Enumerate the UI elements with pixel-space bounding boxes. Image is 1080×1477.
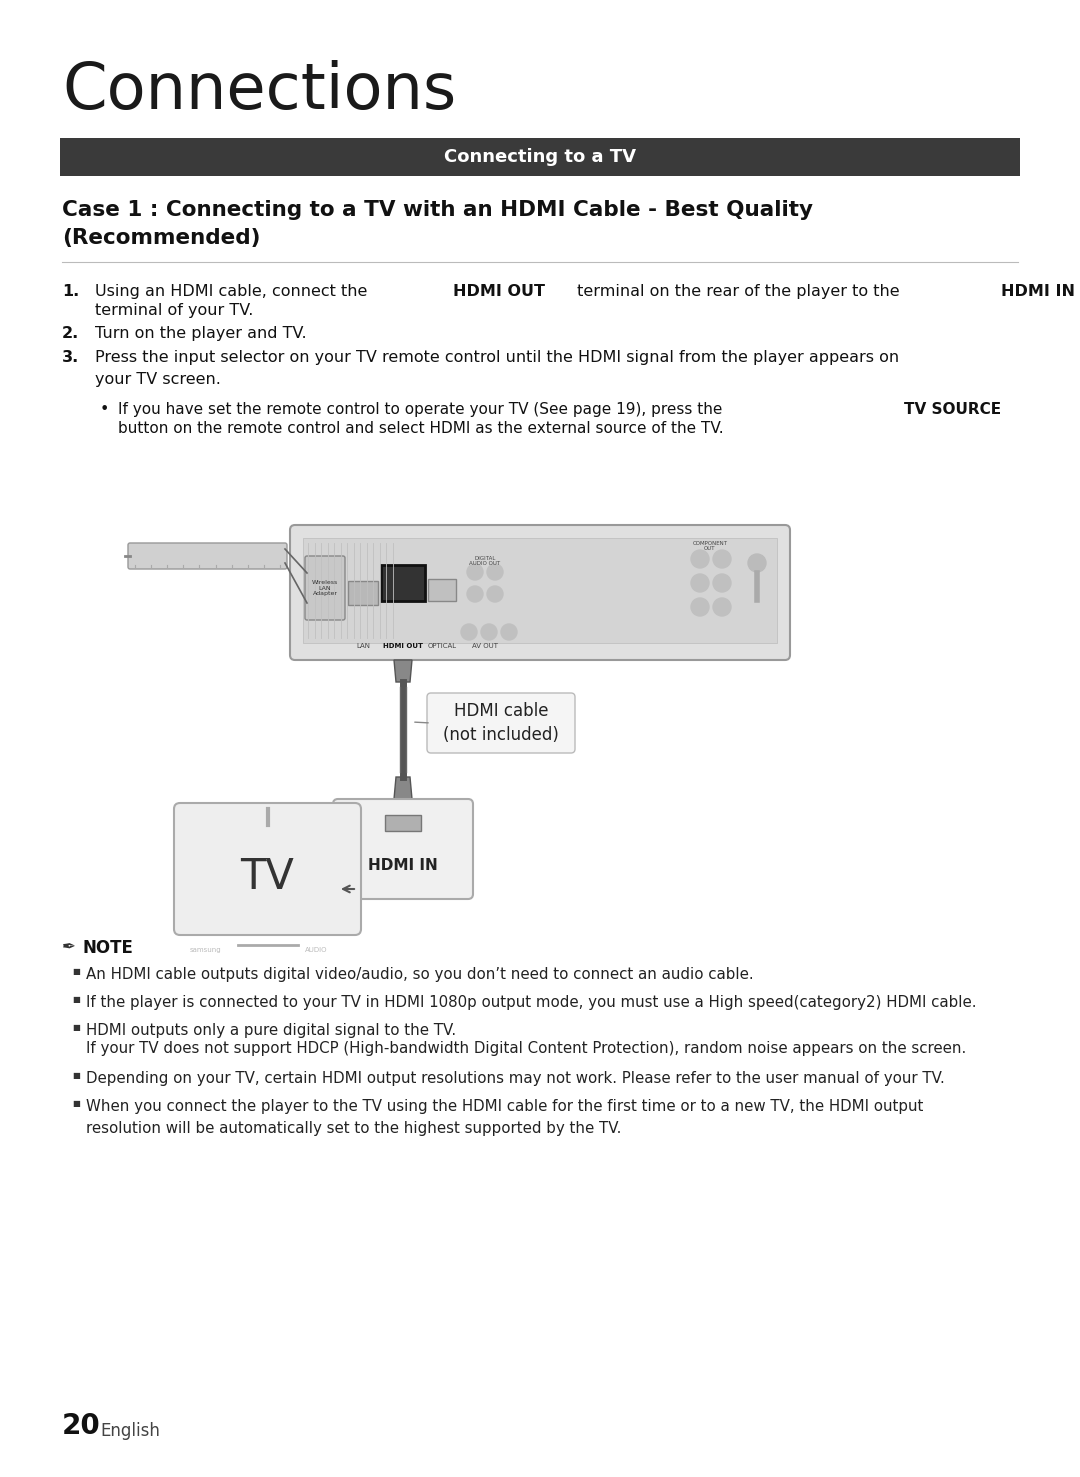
Text: OPTICAL: OPTICAL xyxy=(428,642,457,648)
Text: HDMI OUT: HDMI OUT xyxy=(454,284,545,298)
Text: ■: ■ xyxy=(72,995,80,1004)
FancyBboxPatch shape xyxy=(305,555,345,620)
Text: Case 1 : Connecting to a TV with an HDMI Cable - Best Quality: Case 1 : Connecting to a TV with an HDMI… xyxy=(62,199,813,220)
Circle shape xyxy=(487,586,503,603)
Text: ✒: ✒ xyxy=(62,939,76,957)
Circle shape xyxy=(748,554,766,572)
Text: AV OUT: AV OUT xyxy=(472,642,498,648)
Text: If your TV does not support HDCP (High-bandwidth Digital Content Protection), ra: If your TV does not support HDCP (High-b… xyxy=(86,1041,967,1056)
Text: terminal of your TV.: terminal of your TV. xyxy=(95,303,254,318)
FancyBboxPatch shape xyxy=(129,544,287,569)
Text: Using an HDMI cable, connect the: Using an HDMI cable, connect the xyxy=(95,284,373,298)
Text: Connections: Connections xyxy=(62,61,456,123)
Text: Wireless
LAN
Adapter: Wireless LAN Adapter xyxy=(312,579,338,597)
FancyBboxPatch shape xyxy=(427,693,575,753)
Text: HDMI IN: HDMI IN xyxy=(368,858,437,873)
Text: 2.: 2. xyxy=(62,326,79,341)
Text: 1.: 1. xyxy=(62,284,79,298)
FancyBboxPatch shape xyxy=(348,580,378,606)
Circle shape xyxy=(487,564,503,580)
Text: samsung: samsung xyxy=(190,947,221,953)
Text: NOTE: NOTE xyxy=(82,939,133,957)
Text: When you connect the player to the TV using the HDMI cable for the first time or: When you connect the player to the TV us… xyxy=(86,1099,923,1136)
Text: DIGITAL
AUDIO OUT: DIGITAL AUDIO OUT xyxy=(470,555,500,566)
Circle shape xyxy=(501,623,517,640)
Text: HDMI outputs only a pure digital signal to the TV.: HDMI outputs only a pure digital signal … xyxy=(86,1024,456,1038)
Text: 20: 20 xyxy=(62,1412,100,1440)
Text: HDMI IN: HDMI IN xyxy=(1001,284,1075,298)
Circle shape xyxy=(691,598,708,616)
Text: (Recommended): (Recommended) xyxy=(62,227,260,248)
FancyBboxPatch shape xyxy=(291,524,789,660)
FancyBboxPatch shape xyxy=(381,566,426,601)
Text: TV: TV xyxy=(241,857,295,898)
Text: COMPONENT
OUT: COMPONENT OUT xyxy=(692,541,728,551)
Polygon shape xyxy=(394,777,411,799)
FancyBboxPatch shape xyxy=(303,538,777,642)
Text: ■: ■ xyxy=(72,1024,80,1032)
Circle shape xyxy=(467,564,483,580)
Circle shape xyxy=(481,623,497,640)
Text: Turn on the player and TV.: Turn on the player and TV. xyxy=(95,326,307,341)
Text: ■: ■ xyxy=(72,1071,80,1080)
Text: If the player is connected to your TV in HDMI 1080p output mode, you must use a : If the player is connected to your TV in… xyxy=(86,995,976,1010)
Text: If you have set the remote control to operate your TV (See page 19), press the: If you have set the remote control to op… xyxy=(118,402,727,417)
FancyBboxPatch shape xyxy=(60,137,1020,176)
Circle shape xyxy=(691,549,708,569)
FancyBboxPatch shape xyxy=(174,803,361,935)
FancyBboxPatch shape xyxy=(428,579,456,601)
Text: TV SOURCE: TV SOURCE xyxy=(904,402,1001,417)
FancyBboxPatch shape xyxy=(384,815,421,832)
Text: Depending on your TV, certain HDMI output resolutions may not work. Please refer: Depending on your TV, certain HDMI outpu… xyxy=(86,1071,945,1086)
Text: An HDMI cable outputs digital video/audio, so you don’t need to connect an audio: An HDMI cable outputs digital video/audi… xyxy=(86,967,754,982)
Circle shape xyxy=(467,586,483,603)
Circle shape xyxy=(713,575,731,592)
Circle shape xyxy=(461,623,477,640)
Text: button on the remote control and select HDMI as the external source of the TV.: button on the remote control and select … xyxy=(118,421,724,436)
Text: HDMI OUT: HDMI OUT xyxy=(383,642,423,648)
Text: 3.: 3. xyxy=(62,350,79,365)
Text: •: • xyxy=(100,402,109,417)
Circle shape xyxy=(691,575,708,592)
Text: English: English xyxy=(100,1422,160,1440)
Text: LAN: LAN xyxy=(356,642,370,648)
Text: terminal on the rear of the player to the: terminal on the rear of the player to th… xyxy=(571,284,905,298)
Text: AUDIO: AUDIO xyxy=(305,947,327,953)
Text: ■: ■ xyxy=(72,967,80,976)
Text: Connecting to a TV: Connecting to a TV xyxy=(444,148,636,165)
Circle shape xyxy=(713,598,731,616)
FancyBboxPatch shape xyxy=(333,799,473,899)
Polygon shape xyxy=(394,660,411,682)
Text: HDMI cable
(not included): HDMI cable (not included) xyxy=(443,702,559,744)
Text: ■: ■ xyxy=(72,1099,80,1108)
Text: Press the input selector on your TV remote control until the HDMI signal from th: Press the input selector on your TV remo… xyxy=(95,350,900,387)
Circle shape xyxy=(713,549,731,569)
